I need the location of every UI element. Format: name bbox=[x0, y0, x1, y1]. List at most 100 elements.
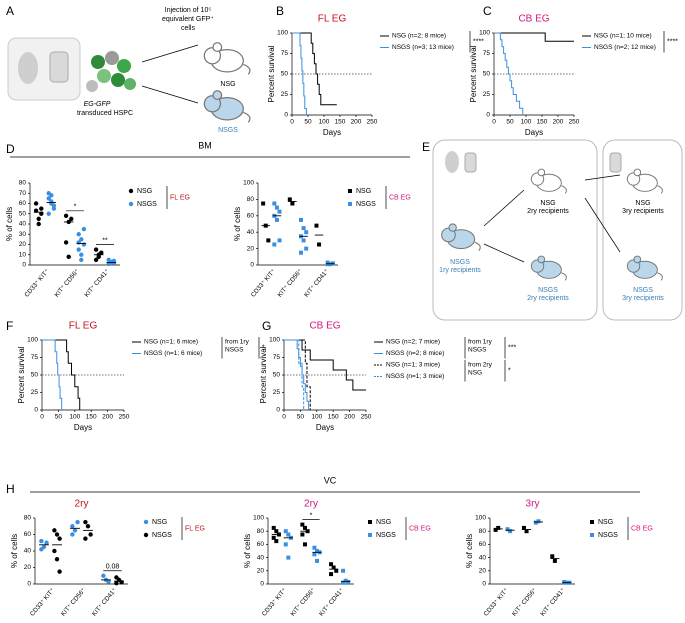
chart-title: FL EG bbox=[318, 14, 347, 25]
data-point bbox=[343, 578, 348, 583]
y-tick-label: 80 bbox=[247, 196, 255, 203]
data-point bbox=[52, 548, 57, 554]
data-point bbox=[76, 247, 81, 252]
data-point bbox=[81, 242, 87, 247]
group-label: NSG bbox=[468, 370, 482, 377]
y-axis-label: Percent survival bbox=[469, 45, 478, 102]
recipient-label: 3ry recipients bbox=[622, 208, 664, 215]
y-tick-label: 0 bbox=[34, 407, 38, 414]
data-point bbox=[79, 237, 84, 242]
data-point bbox=[277, 209, 282, 214]
x-tick-label: 200 bbox=[553, 119, 564, 126]
chart-title: 3ry bbox=[526, 499, 540, 510]
legend-label: NSGS bbox=[356, 201, 376, 208]
cell bbox=[117, 59, 131, 73]
data-point bbox=[521, 525, 526, 530]
legend-label: NSGS bbox=[376, 532, 396, 539]
data-point bbox=[274, 539, 279, 544]
data-point bbox=[274, 217, 279, 222]
y-axis-label: Percent survival bbox=[259, 346, 268, 403]
y-tick-label: 0 bbox=[22, 262, 26, 269]
legend-swatch bbox=[143, 519, 149, 525]
x-axis-label: Days bbox=[323, 128, 341, 137]
mouse-icon bbox=[530, 168, 567, 194]
y-tick-label: 100 bbox=[253, 515, 264, 522]
data-point bbox=[493, 527, 498, 532]
recipient-label: NSGS bbox=[450, 259, 470, 266]
panel-label: E bbox=[422, 140, 430, 154]
data-point bbox=[49, 199, 54, 204]
data-point bbox=[76, 232, 81, 237]
x-tick-label: 50 bbox=[506, 119, 514, 126]
data-point bbox=[346, 580, 351, 585]
blood-bag-icon bbox=[609, 152, 622, 173]
data-point bbox=[286, 532, 291, 537]
x-tick-label: CD33⁺ KIT⁺ bbox=[29, 587, 56, 618]
legend-swatch bbox=[368, 520, 372, 524]
data-point bbox=[76, 240, 81, 245]
injection-label: Injection of 10⁵ bbox=[165, 7, 212, 14]
data-point bbox=[299, 250, 303, 255]
data-point bbox=[70, 532, 75, 537]
cell bbox=[105, 51, 119, 65]
y-axis-label: % of cells bbox=[10, 534, 19, 568]
data-point bbox=[101, 573, 106, 578]
data-point bbox=[39, 206, 44, 211]
survival-curve bbox=[494, 32, 524, 115]
data-point bbox=[524, 529, 529, 534]
y-tick-label: 50 bbox=[19, 210, 27, 217]
y-tick-label: 40 bbox=[257, 554, 265, 561]
x-tick-label: 0 bbox=[492, 119, 496, 126]
legend-label: NSG (n=1; 3 mice) bbox=[386, 362, 440, 369]
y-tick-label: 100 bbox=[243, 180, 254, 187]
data-point bbox=[550, 554, 555, 559]
survival-curve bbox=[292, 32, 307, 115]
data-point bbox=[286, 555, 291, 560]
y-tick-label: 20 bbox=[257, 568, 265, 575]
y-tick-label: 100 bbox=[27, 337, 38, 344]
data-point bbox=[274, 205, 279, 210]
section-title: BM bbox=[198, 140, 212, 150]
data-point bbox=[63, 213, 69, 218]
group-label: from 1ry bbox=[468, 339, 493, 346]
y-tick-label: 30 bbox=[19, 231, 27, 238]
data-point bbox=[39, 547, 44, 552]
y-tick-label: 40 bbox=[479, 554, 487, 561]
data-point bbox=[57, 536, 62, 541]
x-tick-label: CD33⁺ KIT⁺ bbox=[261, 587, 288, 618]
data-point bbox=[314, 223, 319, 228]
y-tick-label: 80 bbox=[19, 180, 27, 187]
x-tick-label: 100 bbox=[521, 119, 532, 126]
panel-label: B bbox=[276, 4, 284, 18]
significance: * bbox=[74, 204, 77, 211]
recipient-label: 3ry recipients bbox=[622, 295, 664, 302]
fetus-icon bbox=[18, 52, 38, 84]
x-tick-label: 150 bbox=[537, 119, 548, 126]
data-point bbox=[283, 542, 288, 547]
y-tick-label: 25 bbox=[281, 91, 289, 98]
y-axis-label: Percent survival bbox=[267, 45, 276, 102]
data-point bbox=[312, 545, 317, 550]
arrow bbox=[483, 189, 525, 227]
data-point bbox=[300, 532, 305, 537]
cell bbox=[91, 55, 105, 69]
data-point bbox=[300, 522, 305, 527]
legend-label: NSG bbox=[137, 188, 152, 195]
y-tick-label: 100 bbox=[475, 515, 486, 522]
group-label: NSGS bbox=[225, 347, 244, 354]
y-tick-label: 100 bbox=[277, 30, 288, 37]
x-tick-label: 250 bbox=[361, 414, 372, 421]
data-point bbox=[299, 217, 303, 222]
y-tick-label: 75 bbox=[273, 354, 281, 361]
cells-icon bbox=[86, 51, 136, 92]
y-tick-label: 75 bbox=[31, 354, 39, 361]
data-point bbox=[301, 238, 306, 243]
data-point bbox=[36, 216, 41, 222]
data-point bbox=[271, 535, 276, 540]
chart-title: CB EG bbox=[518, 14, 549, 25]
y-tick-label: 20 bbox=[247, 245, 255, 252]
y-tick-label: 25 bbox=[483, 91, 491, 98]
legend-swatch bbox=[590, 520, 594, 524]
data-point bbox=[274, 529, 279, 534]
arrow bbox=[141, 44, 199, 63]
